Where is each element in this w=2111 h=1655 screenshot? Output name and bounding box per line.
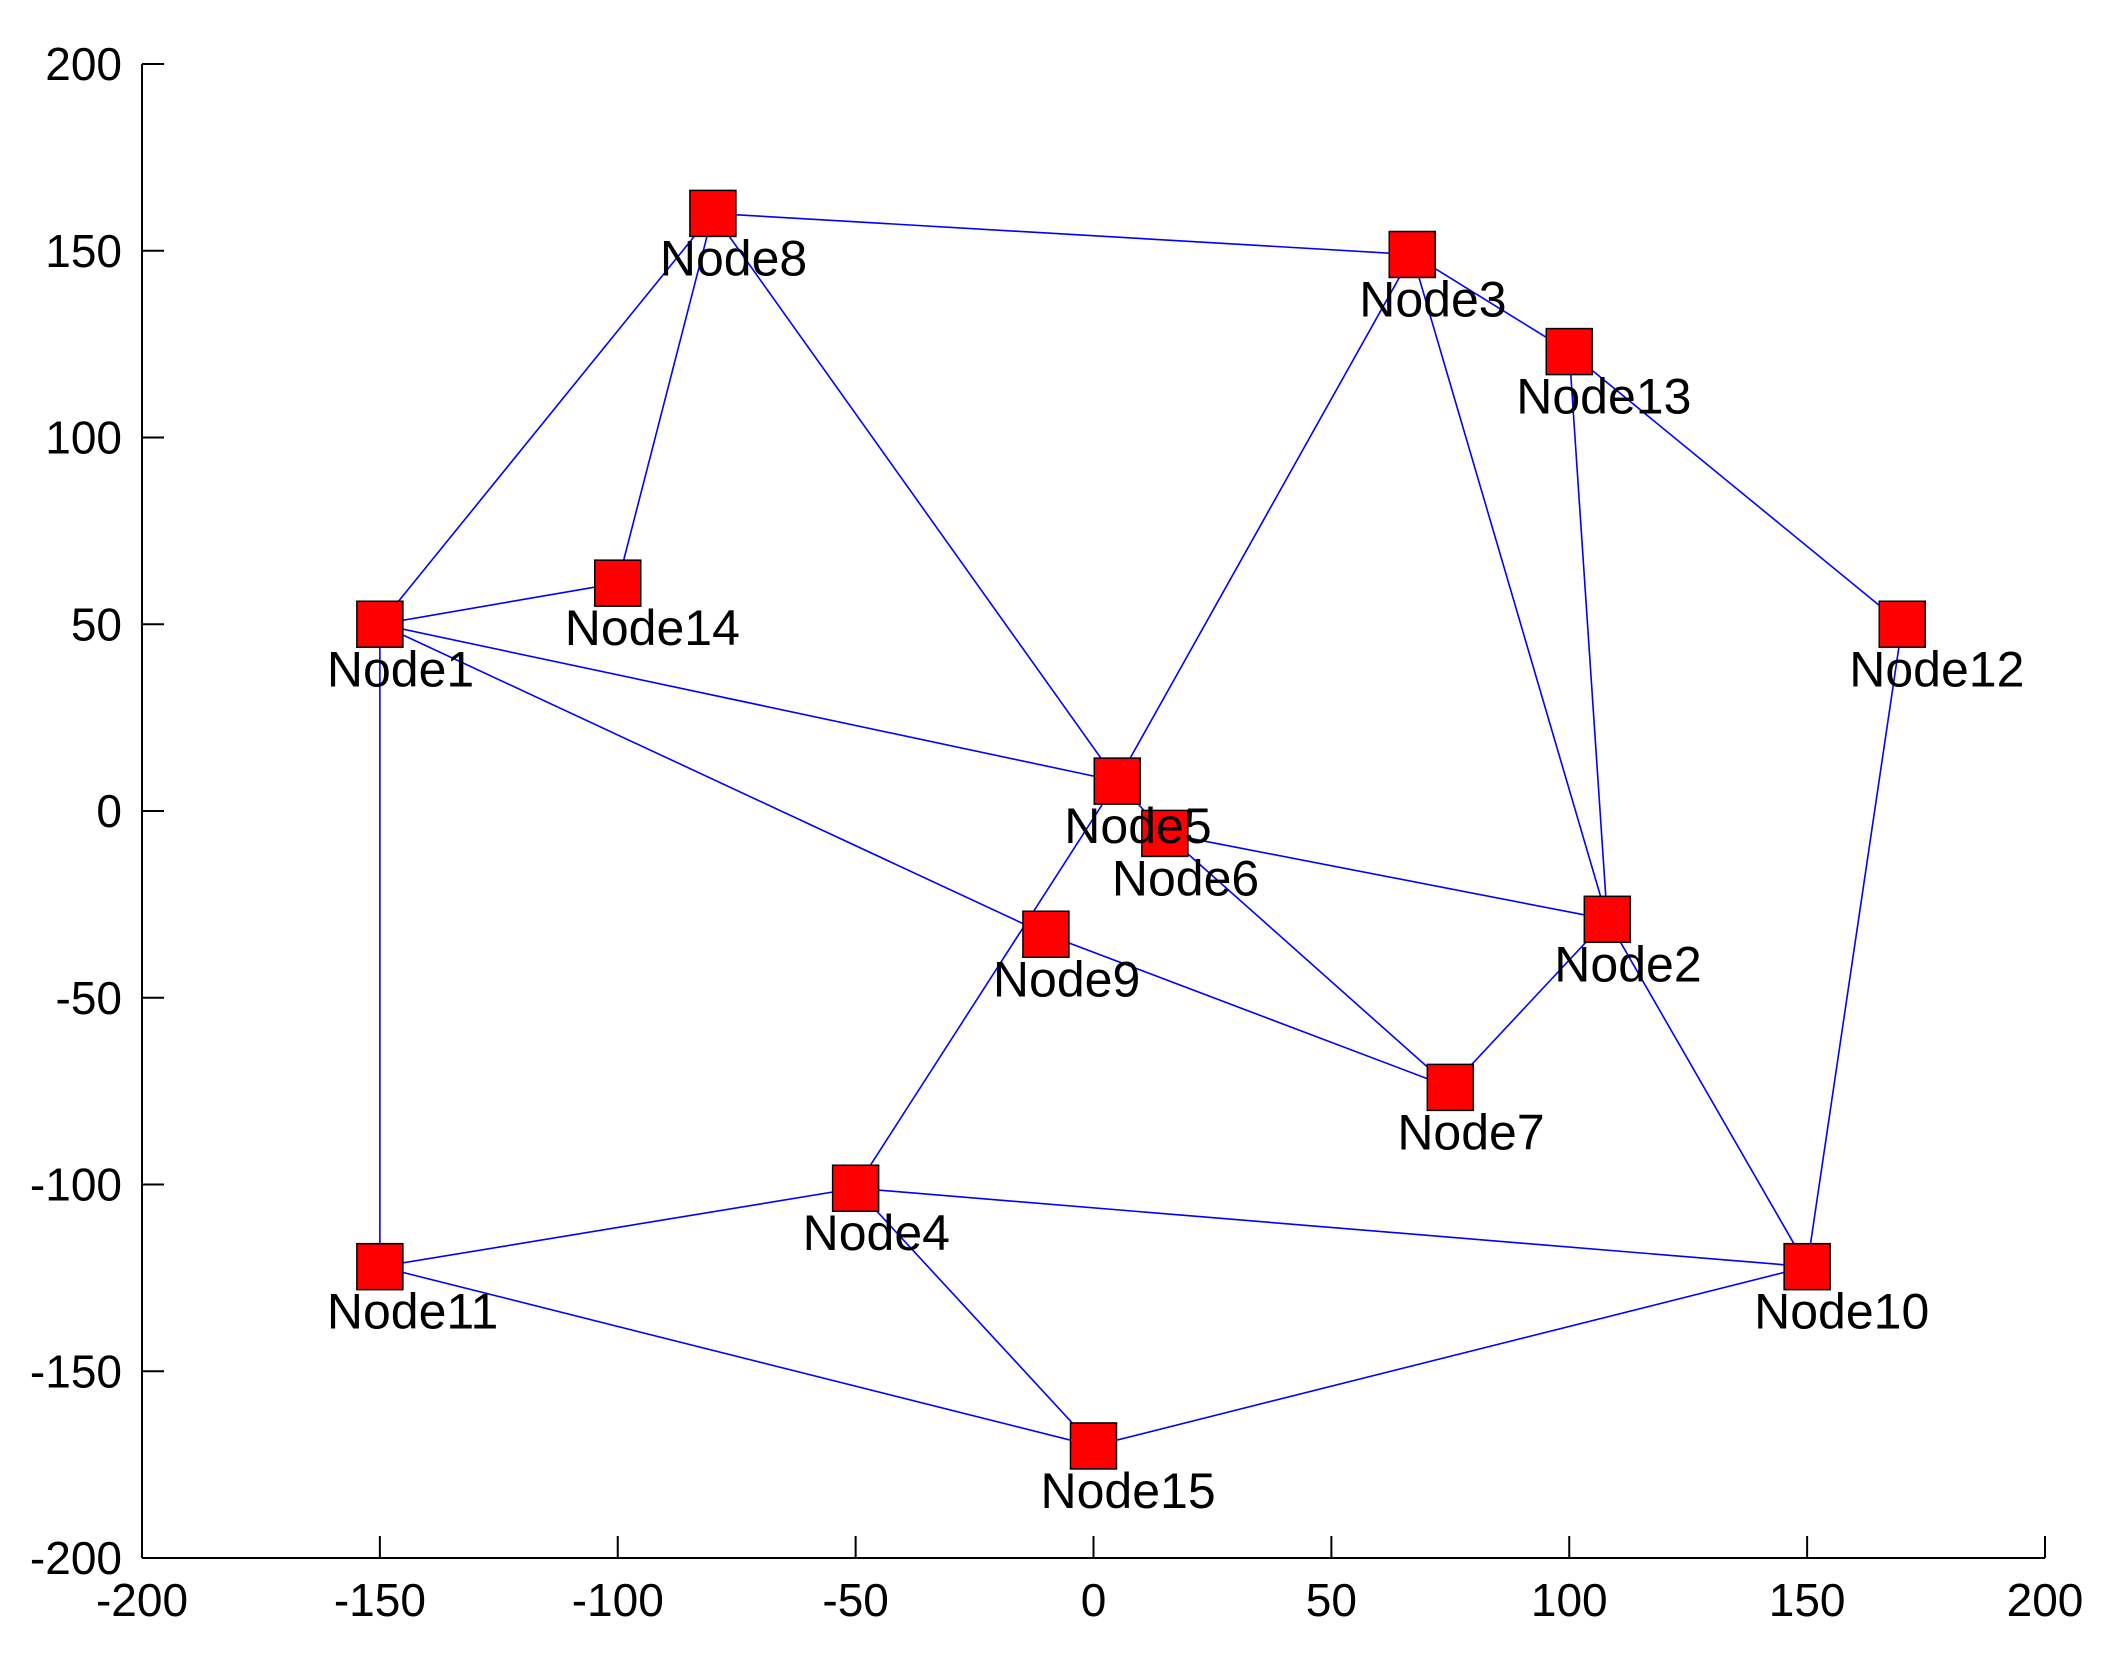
node-label-node12: Node12 — [1849, 641, 2024, 697]
node-marker-node12 — [1878, 600, 1927, 648]
node-label-node11: Node11 — [327, 1284, 498, 1340]
edge-node15-node10 — [1093, 1265, 1808, 1447]
node-label-node7: Node7 — [1397, 1104, 1544, 1160]
edge-node1-node5 — [379, 623, 1118, 782]
edge-node5-node4 — [854, 780, 1118, 1189]
node-marker-node15 — [1069, 1422, 1118, 1470]
node-marker-node1 — [356, 600, 404, 648]
y-tick-label: -100 — [30, 1159, 122, 1211]
edge-node8-node3 — [712, 212, 1413, 256]
node-marker-node7 — [1426, 1063, 1475, 1112]
x-tick-label: -150 — [334, 1574, 426, 1626]
edge-node3-node13 — [1411, 253, 1570, 353]
node-marker-node4 — [831, 1164, 880, 1212]
y-tick-label: -200 — [30, 1532, 122, 1584]
node-label-node8: Node8 — [660, 230, 807, 286]
node-label-node5: Node5 — [1064, 798, 1211, 854]
edge-node4-node10 — [855, 1187, 1808, 1268]
x-tick-label: -200 — [96, 1574, 188, 1626]
edge-node1-node14 — [379, 582, 618, 626]
edge-node4-node15 — [855, 1187, 1095, 1447]
node-marker-node2 — [1583, 895, 1632, 944]
x-tick-label: 150 — [1769, 1574, 1846, 1626]
node-label-node13: Node13 — [1516, 369, 1691, 425]
edge-node9-node7 — [1045, 933, 1451, 1089]
edge-node13-node2 — [1568, 351, 1609, 920]
edge-node6-node2 — [1164, 832, 1608, 921]
node-label-node6: Node6 — [1112, 850, 1259, 906]
node-label-node14: Node14 — [565, 600, 740, 656]
node-marker-node10 — [1783, 1242, 1831, 1291]
y-tick-label: 200 — [45, 38, 122, 90]
x-tick-label: 50 — [1306, 1574, 1357, 1626]
y-tick-label: 100 — [45, 412, 122, 464]
y-tick-label: 0 — [96, 785, 122, 837]
edge-node2-node10 — [1606, 918, 1808, 1268]
axes: -200 -150 -100 -50 0 50 100 150 200 -200 -150 -100… — [30, 38, 2083, 1626]
x-tick-label: 100 — [1531, 1574, 1608, 1626]
edge-node13-node12 — [1568, 350, 1903, 625]
node-label-node1: Node1 — [327, 641, 474, 697]
node-marker-node11 — [356, 1242, 404, 1291]
node-marker-node13 — [1545, 327, 1593, 376]
x-tick-label: 0 — [1081, 1574, 1107, 1626]
edge-node12-node10 — [1806, 624, 1904, 1267]
node-marker-node6 — [1141, 809, 1189, 858]
node-label-node3: Node3 — [1359, 271, 1506, 327]
edge-node8-node14 — [616, 213, 714, 584]
x-ticks: -200 -150 -100 -50 0 50 100 150 200 — [96, 1536, 2083, 1626]
node-marker-node8 — [689, 189, 737, 238]
x-tick-label: -100 — [572, 1574, 664, 1626]
node-label-node4: Node4 — [803, 1205, 950, 1261]
node-label-node9: Node9 — [993, 951, 1140, 1007]
y-tick-label: 50 — [71, 598, 122, 650]
node-marker-node5 — [1093, 757, 1142, 805]
nodes — [356, 189, 1927, 1470]
x-tick-label: -50 — [822, 1574, 888, 1626]
node-label-node2: Node2 — [1554, 936, 1701, 992]
node-label-node15: Node15 — [1041, 1463, 1216, 1519]
node-marker-node14 — [594, 559, 642, 607]
y-tick-label: -50 — [56, 972, 122, 1024]
edge-node8-node5 — [712, 212, 1118, 782]
edge-node7-node2 — [1449, 918, 1608, 1088]
edge-node8-node1 — [379, 212, 714, 625]
edge-node3-node2 — [1411, 254, 1609, 920]
edge-node6-node7 — [1164, 832, 1451, 1088]
node-label-node10: Node10 — [1754, 1284, 1929, 1340]
node-marker-node9 — [1022, 910, 1070, 959]
edge-node3-node5 — [1116, 254, 1413, 782]
y-tick-label: 150 — [45, 225, 122, 277]
edges — [379, 212, 1904, 1447]
edge-node4-node11 — [379, 1187, 856, 1268]
x-tick-label: 200 — [2007, 1574, 2084, 1626]
y-ticks: -200 -150 -100 -50 0 50 100 150 200 — [30, 38, 164, 1584]
node-marker-node3 — [1388, 230, 1437, 279]
y-tick-label: -150 — [30, 1345, 122, 1397]
edge-node1-node9 — [379, 623, 1047, 935]
edge-node11-node15 — [379, 1265, 1094, 1447]
